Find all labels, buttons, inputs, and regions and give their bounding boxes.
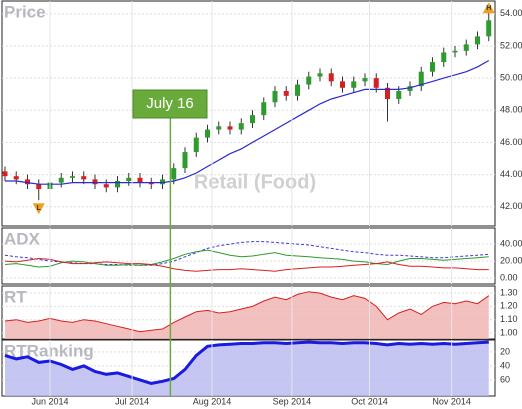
candle-body xyxy=(216,126,222,130)
area-line xyxy=(4,340,489,385)
panel-title: RT xyxy=(4,287,27,306)
y-tick-label: 1.30 xyxy=(500,287,518,297)
candle-body xyxy=(418,71,424,87)
area-fill xyxy=(5,342,489,396)
y-tick-label: 46.00 xyxy=(500,137,522,147)
candle-body xyxy=(36,184,42,190)
annotation-text: July 16 xyxy=(146,95,194,112)
candle-body xyxy=(227,126,233,130)
y-tick-label: 1.10 xyxy=(500,314,518,324)
y-tick-label: 42.00 xyxy=(500,201,522,211)
candle-body xyxy=(238,123,244,130)
candle-body xyxy=(25,179,30,185)
y-tick-label: 48.00 xyxy=(500,105,522,115)
y-tick-label: 0.00 xyxy=(500,272,518,282)
y-tick-label: 40 xyxy=(500,360,510,370)
candle-body xyxy=(283,91,289,96)
candle-body xyxy=(407,86,413,91)
candle-body xyxy=(137,177,143,183)
marker-label: L xyxy=(37,205,42,212)
y-tick-label: 20.00 xyxy=(500,255,522,265)
x-tick-label: Jun 2014 xyxy=(31,396,68,406)
candle-body xyxy=(430,62,435,72)
watermark: Retail (Food) xyxy=(194,171,316,193)
candle-body xyxy=(306,76,312,85)
y-tick-label: 50.00 xyxy=(500,73,522,83)
candle-body xyxy=(385,87,390,100)
panel-title: ADX xyxy=(4,229,41,248)
candle-body xyxy=(373,78,379,88)
candle-body xyxy=(463,44,469,51)
x-tick-label: Nov 2014 xyxy=(432,396,471,406)
y-tick-label: 40.00 xyxy=(500,238,522,248)
y-tick-label: 1.20 xyxy=(500,301,518,311)
x-tick-label: Aug 2014 xyxy=(193,396,232,406)
candle-body xyxy=(452,50,458,53)
candle-body xyxy=(340,81,345,88)
candle-body xyxy=(171,168,177,180)
candle-body xyxy=(160,179,165,185)
candle-body xyxy=(362,78,368,82)
x-tick-label: Jul 2014 xyxy=(115,396,149,406)
extreme-marker xyxy=(482,2,495,14)
x-tick-label: Oct 2014 xyxy=(351,396,388,406)
candle-body xyxy=(486,20,492,37)
candle-body xyxy=(148,182,154,185)
y-tick-label: 20 xyxy=(500,346,510,356)
y-tick-label: 52.00 xyxy=(500,40,522,50)
y-tick-label: 1.00 xyxy=(500,327,518,337)
candle-body xyxy=(58,177,64,183)
panel-title: Price xyxy=(4,2,46,21)
y-tick-label: 44.00 xyxy=(500,169,522,179)
candle-body xyxy=(396,91,402,100)
candle-body xyxy=(115,181,120,188)
candle-body xyxy=(126,177,132,181)
marker-label: H xyxy=(486,5,491,12)
y-tick-label: 54.00 xyxy=(500,8,522,18)
annotation-box xyxy=(132,89,208,119)
ma-line xyxy=(5,59,490,185)
y-tick-label: 60 xyxy=(500,374,510,384)
candle-body xyxy=(92,179,98,185)
candle-body xyxy=(193,137,199,153)
x-tick-label: Sep 2014 xyxy=(273,396,312,406)
candle-body xyxy=(103,184,109,188)
candle-body xyxy=(272,91,278,103)
candle-body xyxy=(2,171,8,177)
candle-body xyxy=(317,73,323,77)
candle-body xyxy=(81,176,87,180)
candle-body xyxy=(441,52,447,63)
indicator-line xyxy=(4,257,489,272)
candle-body xyxy=(182,152,188,169)
candle-body xyxy=(295,84,300,96)
candle-body xyxy=(250,115,255,124)
area-fill xyxy=(5,291,489,339)
candle-body xyxy=(475,36,480,45)
candle-body xyxy=(13,176,19,180)
area-line xyxy=(4,291,490,333)
candle-body xyxy=(70,176,75,178)
candle-body xyxy=(328,73,334,82)
indicator-line xyxy=(4,249,489,268)
extreme-marker xyxy=(32,203,45,215)
candle-body xyxy=(261,102,267,116)
candle-body xyxy=(205,129,210,138)
panel xyxy=(1,0,496,227)
candle-body xyxy=(351,81,357,88)
